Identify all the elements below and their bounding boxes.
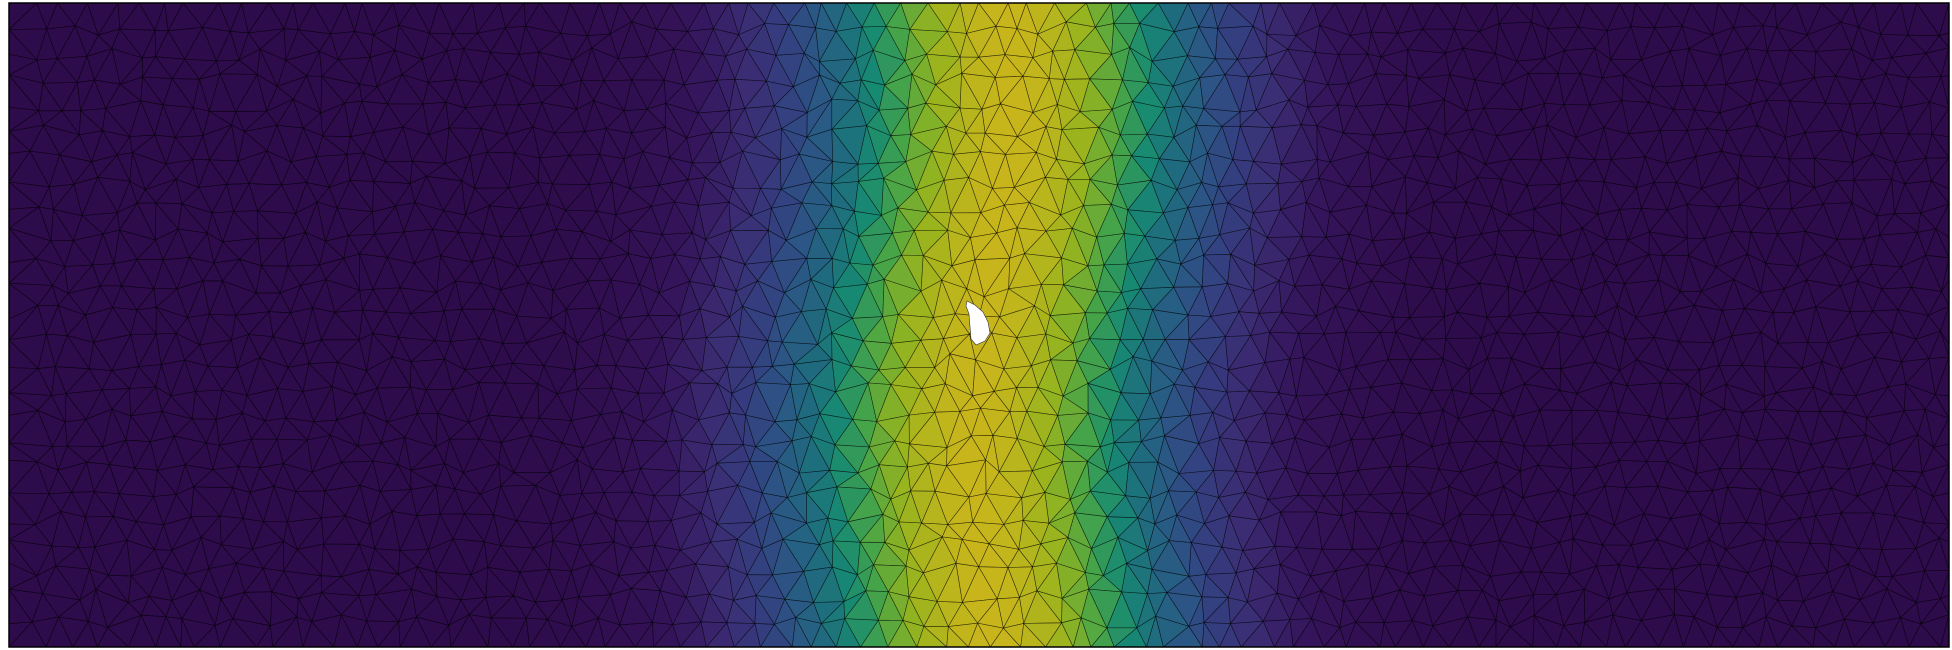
scalar-field (9, 3, 1949, 647)
